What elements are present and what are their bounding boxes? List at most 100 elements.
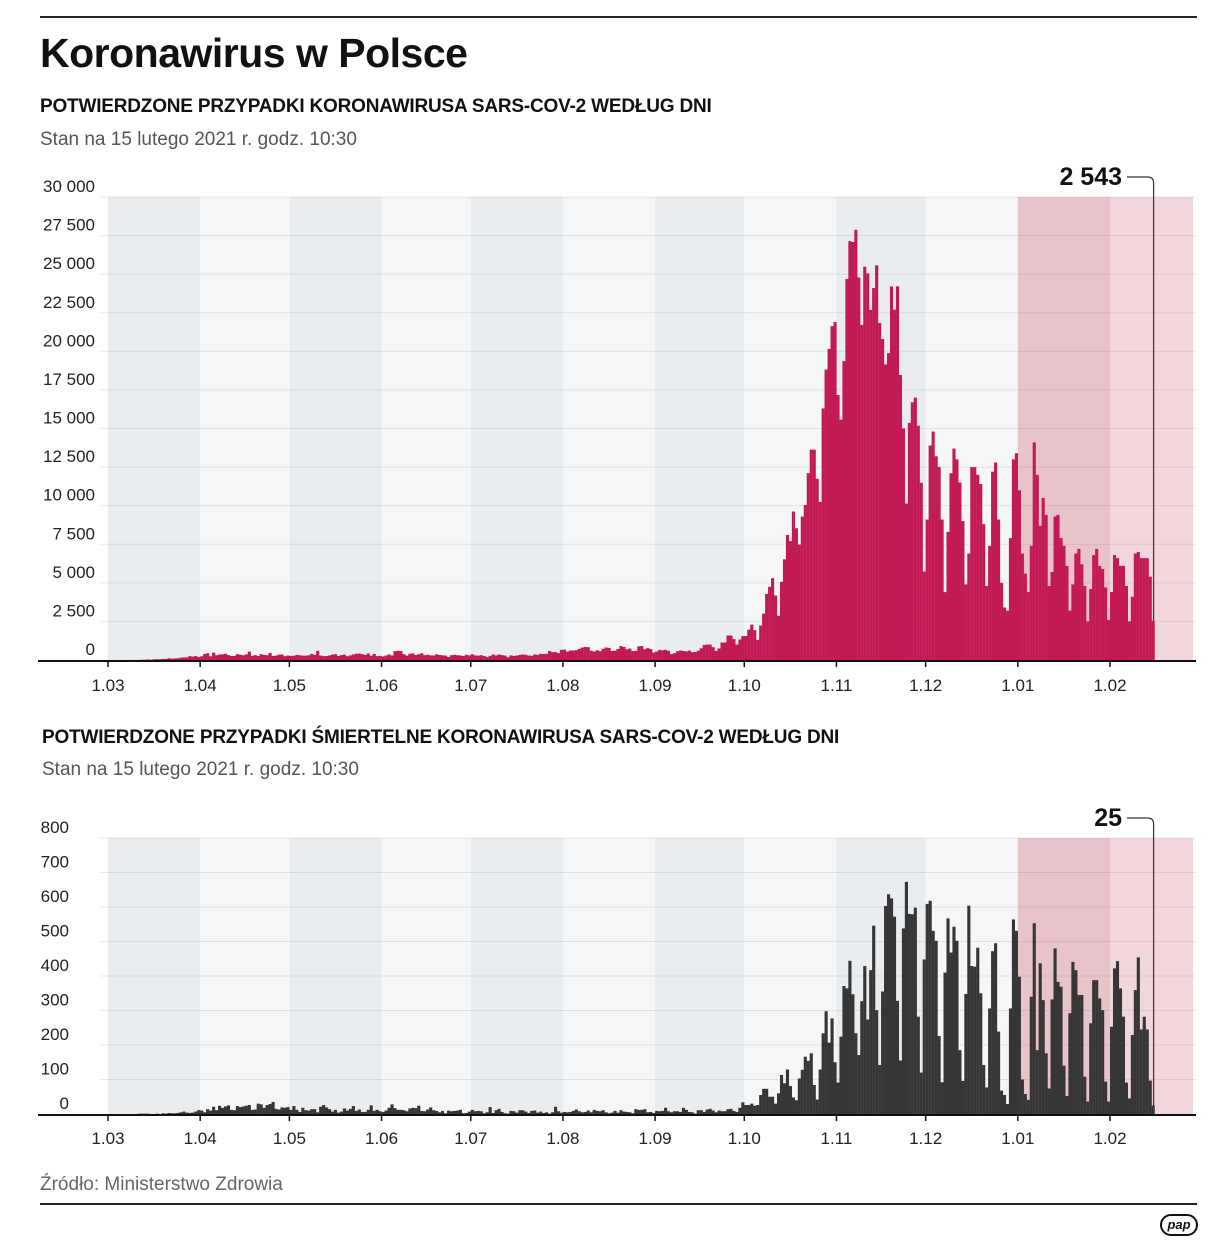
bar (845, 278, 849, 660)
bar (336, 1112, 341, 1114)
bar (185, 657, 189, 660)
bar (895, 286, 900, 660)
bar (842, 361, 846, 660)
bar (443, 1113, 448, 1114)
bar (1056, 981, 1060, 1114)
bar (1011, 919, 1016, 1114)
bar (904, 881, 908, 1114)
bar (967, 553, 971, 660)
bar (262, 654, 266, 660)
bar (1077, 548, 1081, 660)
bar (381, 656, 385, 660)
y-tick-label: 400 (41, 956, 69, 975)
bar (830, 1018, 834, 1114)
bar (1005, 610, 1010, 660)
bar (509, 655, 513, 660)
bar (256, 655, 260, 660)
bar (220, 1107, 225, 1114)
bar (708, 1108, 712, 1114)
bar (726, 635, 730, 660)
bar (851, 994, 855, 1114)
bar (589, 650, 593, 660)
bar (583, 1111, 587, 1114)
bar (827, 1042, 831, 1114)
bar (479, 1111, 483, 1114)
bar (553, 1106, 558, 1114)
bar (1071, 584, 1075, 660)
bar (188, 1112, 192, 1114)
bar (280, 1107, 284, 1114)
bar (322, 656, 326, 660)
bar (681, 1107, 685, 1114)
bar (262, 1107, 266, 1114)
bar (666, 1111, 671, 1114)
bar (586, 647, 590, 660)
bar (1107, 619, 1111, 660)
bar (955, 459, 959, 660)
bar (782, 1083, 787, 1114)
bar (348, 655, 352, 660)
bar (797, 544, 801, 660)
bar (482, 1113, 486, 1114)
bar (571, 650, 575, 660)
bar (711, 1110, 715, 1114)
bar (185, 1112, 189, 1114)
bar (1041, 497, 1045, 660)
bar (330, 1111, 335, 1114)
bar (759, 1095, 763, 1114)
bar (432, 655, 436, 660)
bar (271, 1101, 275, 1114)
bar (994, 462, 998, 660)
bar (744, 1105, 748, 1114)
bar (1136, 957, 1140, 1114)
bar (714, 650, 718, 660)
x-tick-label: 1.04 (184, 676, 217, 695)
bar (330, 654, 335, 660)
bar (672, 1111, 677, 1114)
bar (794, 1100, 798, 1114)
bar (360, 654, 364, 660)
bar (860, 324, 864, 660)
bar (467, 1111, 471, 1114)
bar (429, 655, 433, 660)
x-tick-label: 1.12 (909, 676, 942, 695)
bar (1124, 585, 1128, 660)
bar (1074, 970, 1078, 1114)
cases-chart-svg: 0 2 500 5 000 7 500 10 000 12 500 15 000 17 500… (38, 163, 1196, 695)
bar (304, 1110, 308, 1114)
bar (800, 516, 804, 660)
bar (1080, 994, 1084, 1114)
bar (512, 1111, 516, 1114)
bar (283, 1107, 287, 1114)
bar (753, 1105, 757, 1114)
bar (551, 652, 555, 660)
bar (1124, 1082, 1128, 1114)
bar (1044, 1053, 1048, 1114)
bar (997, 1031, 1001, 1114)
bar (209, 1110, 213, 1114)
bar (931, 431, 935, 660)
cases-chart-subtitle: Stan na 15 lutego 2021 r. godz. 10:30 (40, 129, 357, 150)
bar (1002, 1095, 1007, 1114)
bar (678, 1111, 682, 1114)
bar (1107, 1101, 1111, 1114)
bottom-rule (40, 1203, 1197, 1205)
bar (952, 926, 956, 1114)
bar (1065, 1096, 1069, 1114)
bar (732, 1110, 736, 1114)
month-band (289, 838, 382, 1114)
bar (901, 428, 905, 660)
bar (601, 1110, 605, 1114)
month-band (381, 197, 471, 660)
bar (524, 1111, 528, 1114)
y-tick-label: 27 500 (43, 216, 95, 235)
x-tick-label: 1.07 (454, 676, 487, 695)
bar (295, 1109, 299, 1114)
bar (690, 652, 694, 660)
bar (1115, 961, 1120, 1114)
bar (313, 654, 317, 660)
bar (696, 650, 700, 660)
bar (991, 471, 995, 660)
month-band (470, 838, 563, 1114)
bar (904, 503, 908, 660)
